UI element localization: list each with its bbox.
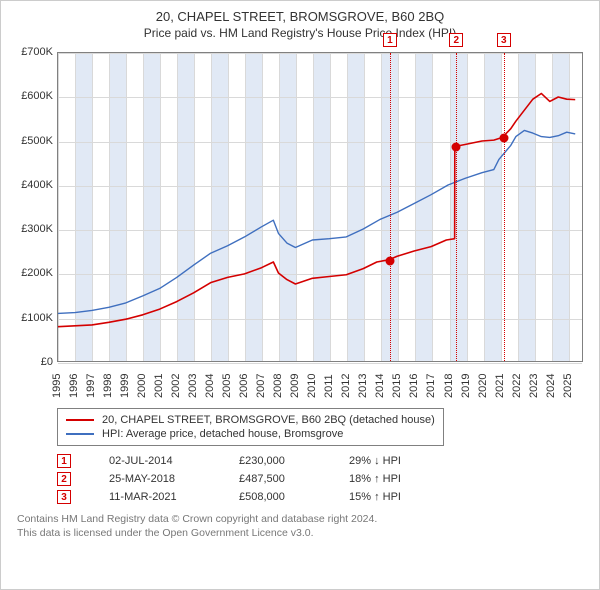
legend-label: 20, CHAPEL STREET, BROMSGROVE, B60 2BQ (… [102, 414, 435, 426]
xtick-label: 2015 [391, 364, 403, 398]
xtick-label: 2002 [170, 364, 182, 398]
legend-row: HPI: Average price, detached house, Brom… [66, 427, 435, 441]
event-table-marker: 2 [57, 472, 71, 486]
chart-container: 20, CHAPEL STREET, BROMSGROVE, B60 2BQ P… [0, 0, 600, 590]
xtick-label: 2021 [494, 364, 506, 398]
ytick-label: £100K [9, 312, 53, 324]
xtick-label: 1995 [51, 364, 63, 398]
xtick-label: 2006 [238, 364, 250, 398]
ytick-label: £600K [9, 90, 53, 102]
ytick-label: £200K [9, 267, 53, 279]
xtick-label: 2008 [272, 364, 284, 398]
ytick-label: £300K [9, 223, 53, 235]
xtick-label: 2001 [153, 364, 165, 398]
events-table: 1 02-JUL-2014£230,00029% ↓ HPI 2 25-MAY-201… [57, 452, 591, 506]
event-marker: 1 [383, 33, 397, 47]
xtick-label: 2016 [408, 364, 420, 398]
xtick-label: 2007 [255, 364, 267, 398]
xtick-label: 2005 [221, 364, 233, 398]
xtick-label: 2023 [528, 364, 540, 398]
event-dot [452, 143, 461, 152]
xtick-label: 2009 [289, 364, 301, 398]
event-delta: 18% ↑ HPI [349, 473, 449, 485]
series-property [58, 93, 575, 326]
event-table-row: 1 02-JUL-2014£230,00029% ↓ HPI [57, 452, 591, 470]
event-table-row: 3 11-MAR-2021£508,00015% ↑ HPI [57, 488, 591, 506]
xtick-label: 2024 [545, 364, 557, 398]
legend-row: 20, CHAPEL STREET, BROMSGROVE, B60 2BQ (… [66, 413, 435, 427]
event-marker: 2 [449, 33, 463, 47]
xtick-label: 2004 [204, 364, 216, 398]
xtick-label: 2013 [357, 364, 369, 398]
event-dot [499, 134, 508, 143]
xtick-label: 2025 [562, 364, 574, 398]
xtick-label: 1999 [119, 364, 131, 398]
event-price: £487,500 [239, 473, 349, 485]
xtick-label: 2022 [511, 364, 523, 398]
event-price: £230,000 [239, 455, 349, 467]
legend-swatch [66, 433, 94, 435]
chart-area: 123 £0 £100K £200K £300K £400K £500K £600K £700… [9, 48, 591, 398]
event-line [504, 53, 505, 361]
event-marker: 3 [497, 33, 511, 47]
plot-region: 123 [57, 52, 583, 362]
event-line [456, 53, 457, 361]
ytick-label: £0 [9, 356, 53, 368]
xtick-label: 2011 [323, 364, 335, 398]
legend-label: HPI: Average price, detached house, Brom… [102, 428, 343, 440]
series-hpi [58, 130, 575, 313]
event-date: 25-MAY-2018 [109, 473, 239, 485]
xtick-label: 1997 [85, 364, 97, 398]
ytick-label: £700K [9, 46, 53, 58]
event-line [390, 53, 391, 361]
title-address: 20, CHAPEL STREET, BROMSGROVE, B60 2BQ [9, 9, 591, 24]
xtick-label: 2012 [340, 364, 352, 398]
event-dot [385, 257, 394, 266]
footnote-line1: Contains HM Land Registry data © Crown c… [17, 512, 583, 526]
xtick-label: 1998 [102, 364, 114, 398]
xtick-label: 2010 [306, 364, 318, 398]
xtick-label: 2018 [443, 364, 455, 398]
xtick-label: 2017 [425, 364, 437, 398]
event-table-marker: 3 [57, 490, 71, 504]
xtick-label: 2019 [460, 364, 472, 398]
event-table-row: 2 25-MAY-2018£487,50018% ↑ HPI [57, 470, 591, 488]
event-table-marker: 1 [57, 454, 71, 468]
footnote: Contains HM Land Registry data © Crown c… [17, 512, 583, 540]
xtick-label: 2014 [374, 364, 386, 398]
xtick-label: 1996 [68, 364, 80, 398]
ytick-label: £400K [9, 179, 53, 191]
ytick-label: £500K [9, 135, 53, 147]
xtick-label: 2000 [136, 364, 148, 398]
event-price: £508,000 [239, 491, 349, 503]
footnote-line2: This data is licensed under the Open Gov… [17, 526, 583, 540]
event-delta: 15% ↑ HPI [349, 491, 449, 503]
legend: 20, CHAPEL STREET, BROMSGROVE, B60 2BQ (… [57, 408, 444, 446]
xtick-label: 2003 [187, 364, 199, 398]
xtick-label: 2020 [477, 364, 489, 398]
legend-swatch [66, 419, 94, 421]
event-date: 11-MAR-2021 [109, 491, 239, 503]
event-date: 02-JUL-2014 [109, 455, 239, 467]
event-delta: 29% ↓ HPI [349, 455, 449, 467]
